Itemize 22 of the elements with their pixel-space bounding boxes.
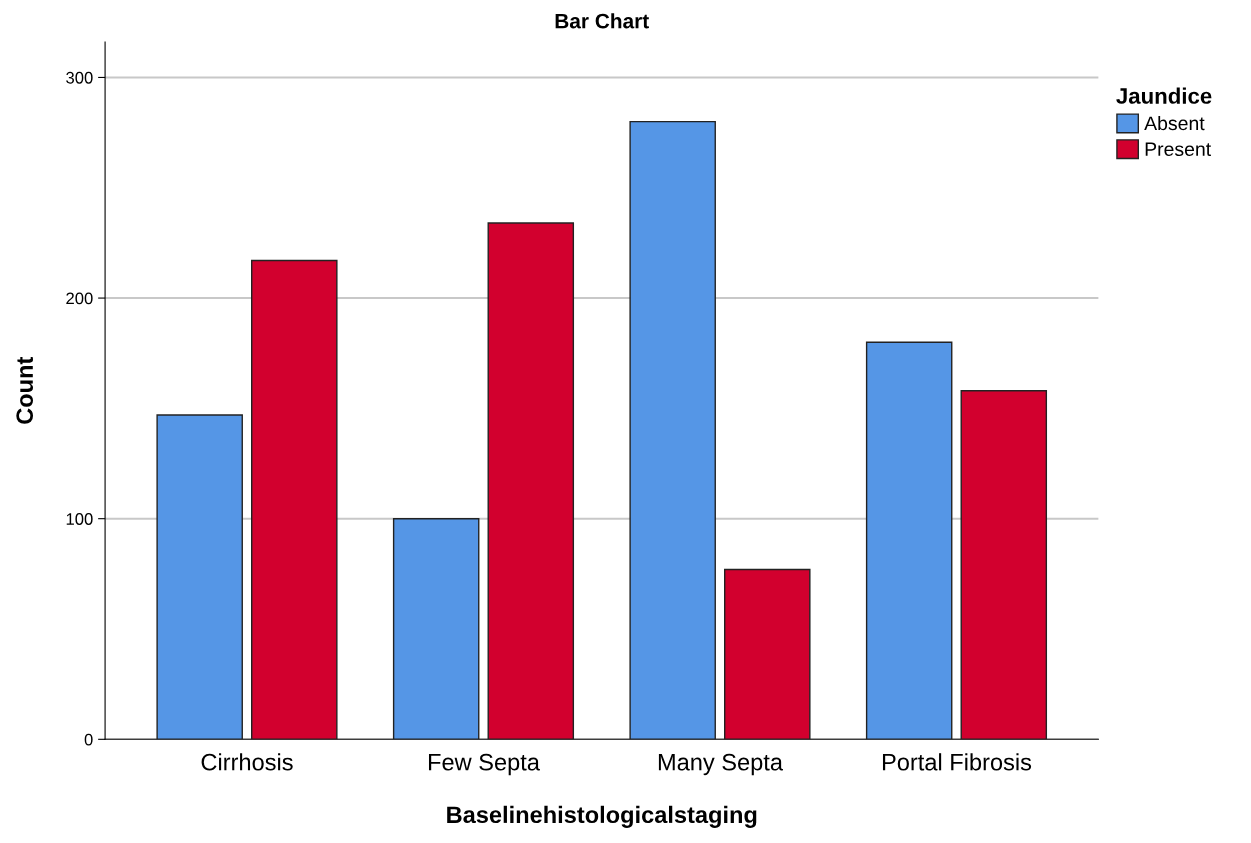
bar [629, 120, 716, 740]
y-tick-label: 300 [66, 71, 93, 84]
bar [724, 568, 811, 740]
legend-title: Jaundice [1116, 87, 1212, 104]
y-tick-label: 0 [84, 733, 93, 746]
y-tick-label: 200 [66, 292, 93, 305]
x-tick-label: Portal Fibrosis [882, 753, 1032, 771]
y-axis-title: Count [16, 356, 34, 424]
y-tick-label: 100 [66, 513, 93, 525]
x-axis-title: Baselinehistologicalstaging [447, 805, 757, 828]
chart-title: Bar Chart [555, 13, 649, 29]
legend-label: Present [1145, 142, 1212, 157]
bar [960, 390, 1048, 740]
x-tick-label: Cirrhosis [201, 753, 293, 771]
bar [392, 517, 480, 740]
bar [251, 259, 338, 740]
bar [865, 341, 953, 740]
bar [487, 222, 575, 740]
x-tick-label: Few Septa [428, 753, 540, 776]
legend-label: Absent [1144, 115, 1205, 131]
x-tick-label: Many Septa [658, 753, 783, 776]
bar [156, 414, 243, 740]
